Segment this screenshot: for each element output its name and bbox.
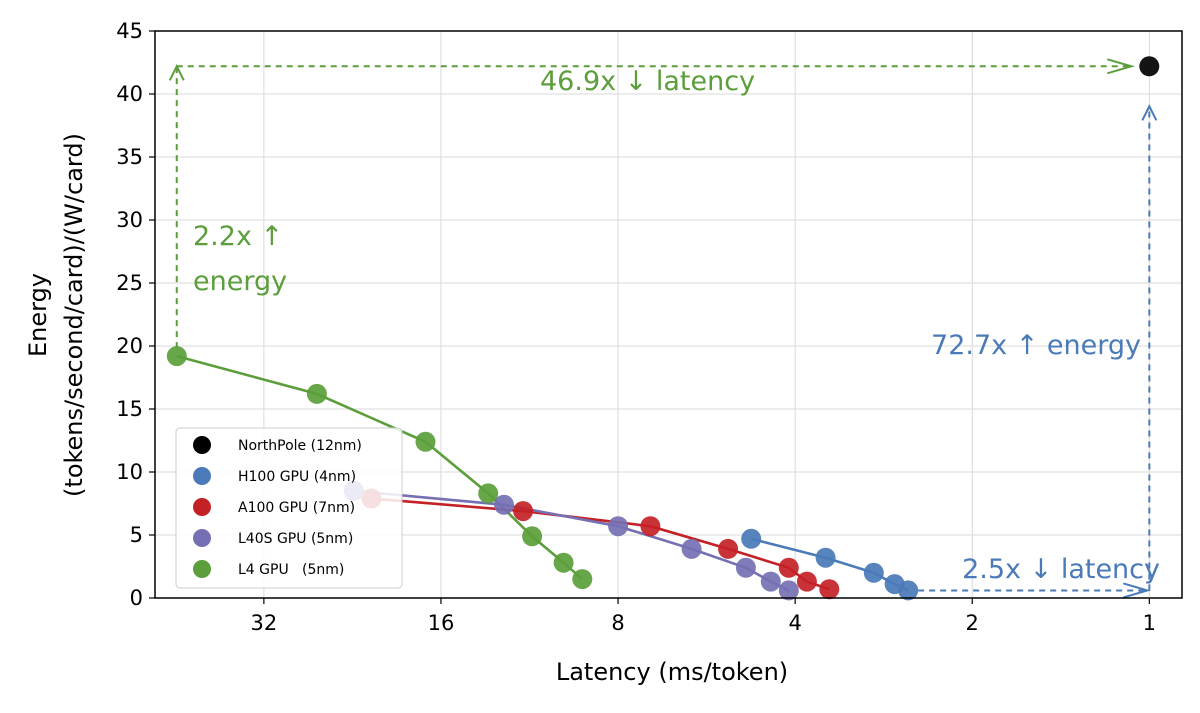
y-axis-title-line2: (tokens/second/card)/(W/card) (60, 133, 88, 497)
annotation-green-latency: 46.9x ↓ latency (540, 66, 755, 97)
x-axis-title: Latency (ms/token) (556, 658, 788, 686)
y-tick-label: 30 (116, 208, 143, 232)
point-l40s-6 (778, 580, 799, 601)
legend-marker-a100 (193, 498, 211, 516)
legend-marker-l4 (193, 560, 211, 578)
x-tick-label: 1 (1143, 611, 1156, 635)
y-tick-label: 10 (116, 460, 143, 484)
point-a100-6 (819, 579, 840, 600)
annotation-arrows (168, 58, 1158, 599)
y-tick-label: 25 (116, 271, 143, 295)
point-h100-1 (815, 547, 836, 568)
blue-latency-arrowhead (1123, 582, 1151, 599)
point-a100-2 (640, 516, 661, 537)
plot-frame (154, 30, 1183, 599)
point-l40s-1 (494, 494, 514, 515)
y-tick-label: 20 (116, 334, 143, 358)
legend-entry-l4: L4 GPU (5nm) (193, 560, 344, 578)
legend-label-h100: H100 GPU (4nm) (238, 469, 356, 485)
annotation-green-energy-1: 2.2x ↑ (193, 221, 283, 252)
point-l40s-3 (681, 538, 702, 559)
legend-label-a100: A100 GPU (7nm) (238, 500, 355, 516)
x-tick-label: 32 (250, 611, 277, 635)
point-a100-3 (718, 538, 739, 559)
annotation-blue-latency: 2.5x ↓ latency (962, 554, 1160, 585)
point-l4-1 (306, 383, 327, 404)
legend-entry-h100: H100 GPU (4nm) (193, 467, 356, 485)
green-energy-arrowhead (168, 64, 185, 81)
legend-entry-northpole: NorthPole (12nm) (193, 436, 362, 454)
y-tick-label: 5 (130, 523, 143, 547)
point-northpole-0 (1139, 56, 1160, 77)
y-tick-label: 40 (116, 82, 143, 106)
y-tick-label: 45 (116, 19, 143, 43)
x-tick-label: 4 (788, 611, 801, 635)
data-points (166, 56, 1160, 601)
x-tick-label: 8 (611, 611, 624, 635)
point-l4-2 (415, 431, 436, 452)
point-l40s-4 (735, 557, 756, 578)
legend-label-l40s: L40S GPU (5nm) (238, 531, 353, 547)
legend-box (175, 427, 403, 589)
green-latency-arrowhead (1107, 58, 1135, 75)
legend-marker-h100 (193, 467, 211, 485)
point-l4-0 (166, 346, 187, 367)
legend-entry-l40s: L40S GPU (5nm) (193, 529, 353, 547)
y-tick-label: 35 (116, 145, 143, 169)
x-tick-label: 2 (966, 611, 979, 635)
point-l40s-5 (760, 571, 781, 592)
x-tick-label: 16 (428, 611, 455, 635)
point-a100-5 (796, 571, 817, 592)
legend-label-northpole: NorthPole (12nm) (238, 438, 362, 454)
y-tick-label: 15 (116, 397, 143, 421)
legend-label-l4: L4 GPU (5nm) (238, 562, 344, 578)
point-l4-4 (522, 526, 543, 547)
y-axis-title-line1: Energy (24, 273, 52, 357)
annotation-blue-energy: 72.7x ↑ energy (931, 330, 1141, 361)
y-tick-label: 0 (130, 586, 143, 610)
point-h100-4 (898, 580, 919, 601)
point-l4-6 (572, 569, 593, 590)
point-l4-5 (553, 552, 574, 573)
point-h100-2 (863, 562, 884, 583)
legend: NorthPole (12nm) H100 GPU (4nm) A100 GPU… (175, 427, 403, 589)
legend-marker-l40s (193, 529, 211, 547)
blue-energy-arrowhead (1141, 104, 1158, 121)
point-a100-1 (513, 501, 534, 522)
point-h100-0 (741, 528, 762, 549)
legend-entry-a100: A100 GPU (7nm) (193, 498, 355, 516)
point-a100-4 (778, 557, 799, 578)
legend-marker-northpole (193, 436, 211, 454)
point-l40s-2 (608, 516, 629, 537)
point-l4-3 (478, 483, 499, 504)
annotation-green-energy-2: energy (193, 266, 287, 297)
